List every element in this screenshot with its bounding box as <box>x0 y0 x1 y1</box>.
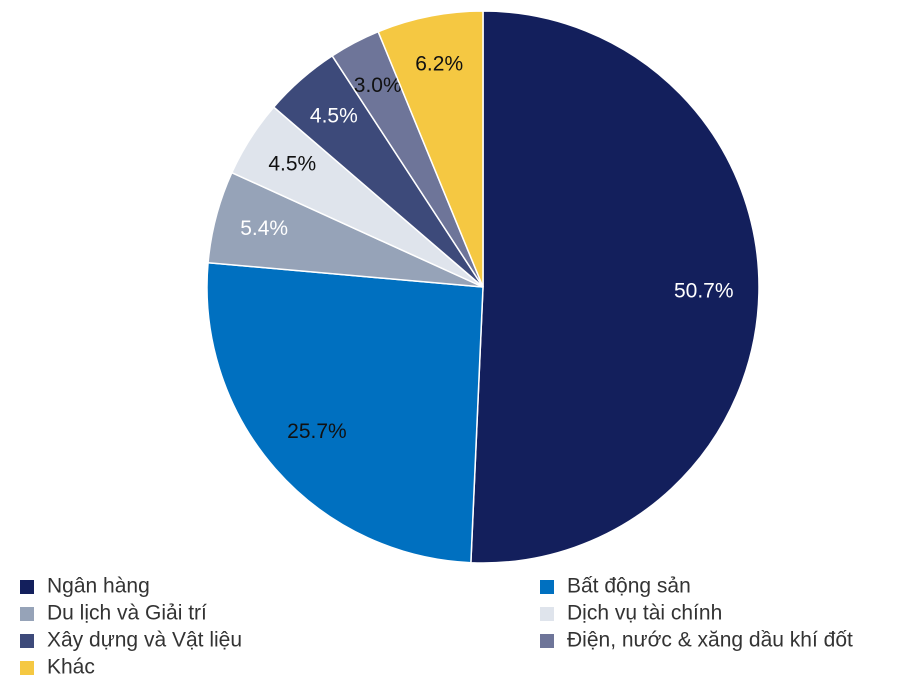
legend-swatch <box>540 607 554 621</box>
legend-swatch <box>20 661 34 675</box>
legend-swatch <box>540 634 554 648</box>
legend-swatch <box>540 580 554 594</box>
legend-label: Xây dựng và Vật liệu <box>47 629 242 652</box>
legend-label: Bất động sản <box>567 575 691 598</box>
pie-slice <box>377 10 484 288</box>
legend-label: Dịch vụ tài chính <box>567 602 722 625</box>
value-label: 50.7% <box>674 279 734 302</box>
value-label: 25.7% <box>287 420 347 443</box>
legend-label: Ngân hàng <box>47 575 150 598</box>
legend-swatch <box>20 580 34 594</box>
value-label: 4.5% <box>268 153 316 176</box>
legend-swatch <box>20 607 34 621</box>
legend-label: Khác <box>47 656 95 677</box>
pie-slice <box>206 261 484 564</box>
value-label: 6.2% <box>415 53 463 76</box>
value-label: 3.0% <box>354 74 402 97</box>
pie-slice <box>470 10 760 564</box>
legend-label: Du lịch và Giải trí <box>47 602 207 625</box>
value-label: 5.4% <box>240 217 288 240</box>
legend-swatch <box>20 634 34 648</box>
value-label: 4.5% <box>310 104 358 127</box>
legend-label: Điện, nước & xăng dầu khí đốt <box>567 629 853 652</box>
